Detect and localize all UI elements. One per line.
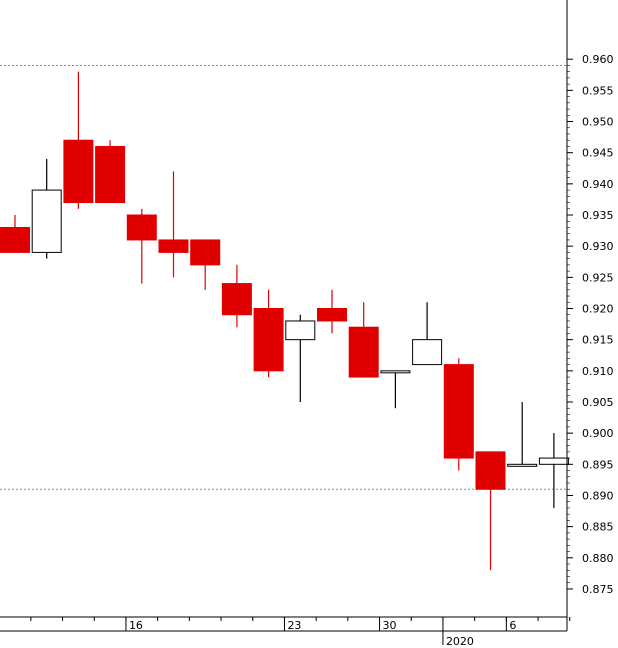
- candle-12: [380, 370, 411, 409]
- candle-16: [507, 401, 538, 467]
- y-tick-label: 0.945: [582, 147, 614, 160]
- candle-body: [475, 451, 506, 490]
- candle-body: [380, 370, 411, 374]
- candle-7: [221, 264, 252, 328]
- candle-body: [31, 189, 62, 253]
- candle-body: [95, 145, 126, 204]
- x-tick-label: 30: [383, 619, 397, 632]
- candle-1: [31, 158, 62, 259]
- x-tick-label: 6: [509, 619, 516, 632]
- candle-body: [63, 139, 94, 204]
- candle-body: [317, 308, 347, 322]
- candle-body: [412, 339, 443, 366]
- y-tick-label: 0.915: [582, 334, 614, 347]
- candle-15: [475, 451, 506, 571]
- y-tick-label: 0.925: [582, 271, 614, 284]
- x-tick-label: 23: [287, 619, 301, 632]
- candle-body: [348, 326, 379, 378]
- y-tick-label: 0.910: [582, 365, 614, 378]
- y-tick-label: 0.950: [582, 116, 614, 129]
- y-tick-label: 0.955: [582, 84, 614, 97]
- candle-9: [285, 314, 316, 402]
- y-tick-label: 0.885: [582, 521, 614, 534]
- candle-0: [0, 215, 30, 253]
- y-tick-label: 0.900: [582, 427, 614, 440]
- y-tick-label: 0.930: [582, 240, 614, 253]
- candle-body: [538, 457, 569, 465]
- candle-11: [348, 302, 379, 378]
- candle-body: [221, 283, 252, 316]
- candle-body: [158, 239, 189, 253]
- y-axis: 0.875 0.880 0.885 0.890 0.895 0.900 0.905 0.910…: [566, 0, 614, 631]
- candles: [0, 71, 569, 571]
- candle-17: [538, 433, 569, 508]
- y-tick-label: 0.920: [582, 303, 614, 316]
- candle-body: [126, 214, 157, 241]
- candle-14: [443, 358, 474, 471]
- candle-10: [317, 289, 347, 334]
- candle-3: [95, 140, 126, 204]
- y-tick-label: 0.935: [582, 209, 614, 222]
- candle-body: [443, 364, 474, 459]
- y-tick-label: 0.890: [582, 489, 614, 502]
- x-tick-label: 16: [129, 619, 143, 632]
- candle-body: [190, 239, 221, 266]
- candle-6: [190, 239, 221, 290]
- y-tick-label: 0.875: [582, 583, 614, 596]
- x-year-label: 2020: [446, 635, 474, 648]
- candle-body: [285, 320, 316, 341]
- reference-lines: [0, 64, 567, 490]
- y-tick-label: 0.905: [582, 396, 614, 409]
- candle-body: [0, 226, 30, 253]
- candle-2: [63, 71, 94, 209]
- candle-body: [253, 308, 284, 372]
- y-tick-label: 0.895: [582, 458, 614, 471]
- candle-8: [253, 289, 284, 378]
- x-axis: 16 23 30 2020 6: [0, 616, 571, 648]
- y-tick-label: 0.940: [582, 178, 614, 191]
- y-tick-label: 0.880: [582, 552, 614, 565]
- candle-4: [126, 208, 157, 284]
- candle-13: [412, 302, 443, 366]
- candle-body: [507, 463, 538, 467]
- y-tick-label: 0.960: [582, 53, 614, 66]
- candle-5: [158, 171, 189, 278]
